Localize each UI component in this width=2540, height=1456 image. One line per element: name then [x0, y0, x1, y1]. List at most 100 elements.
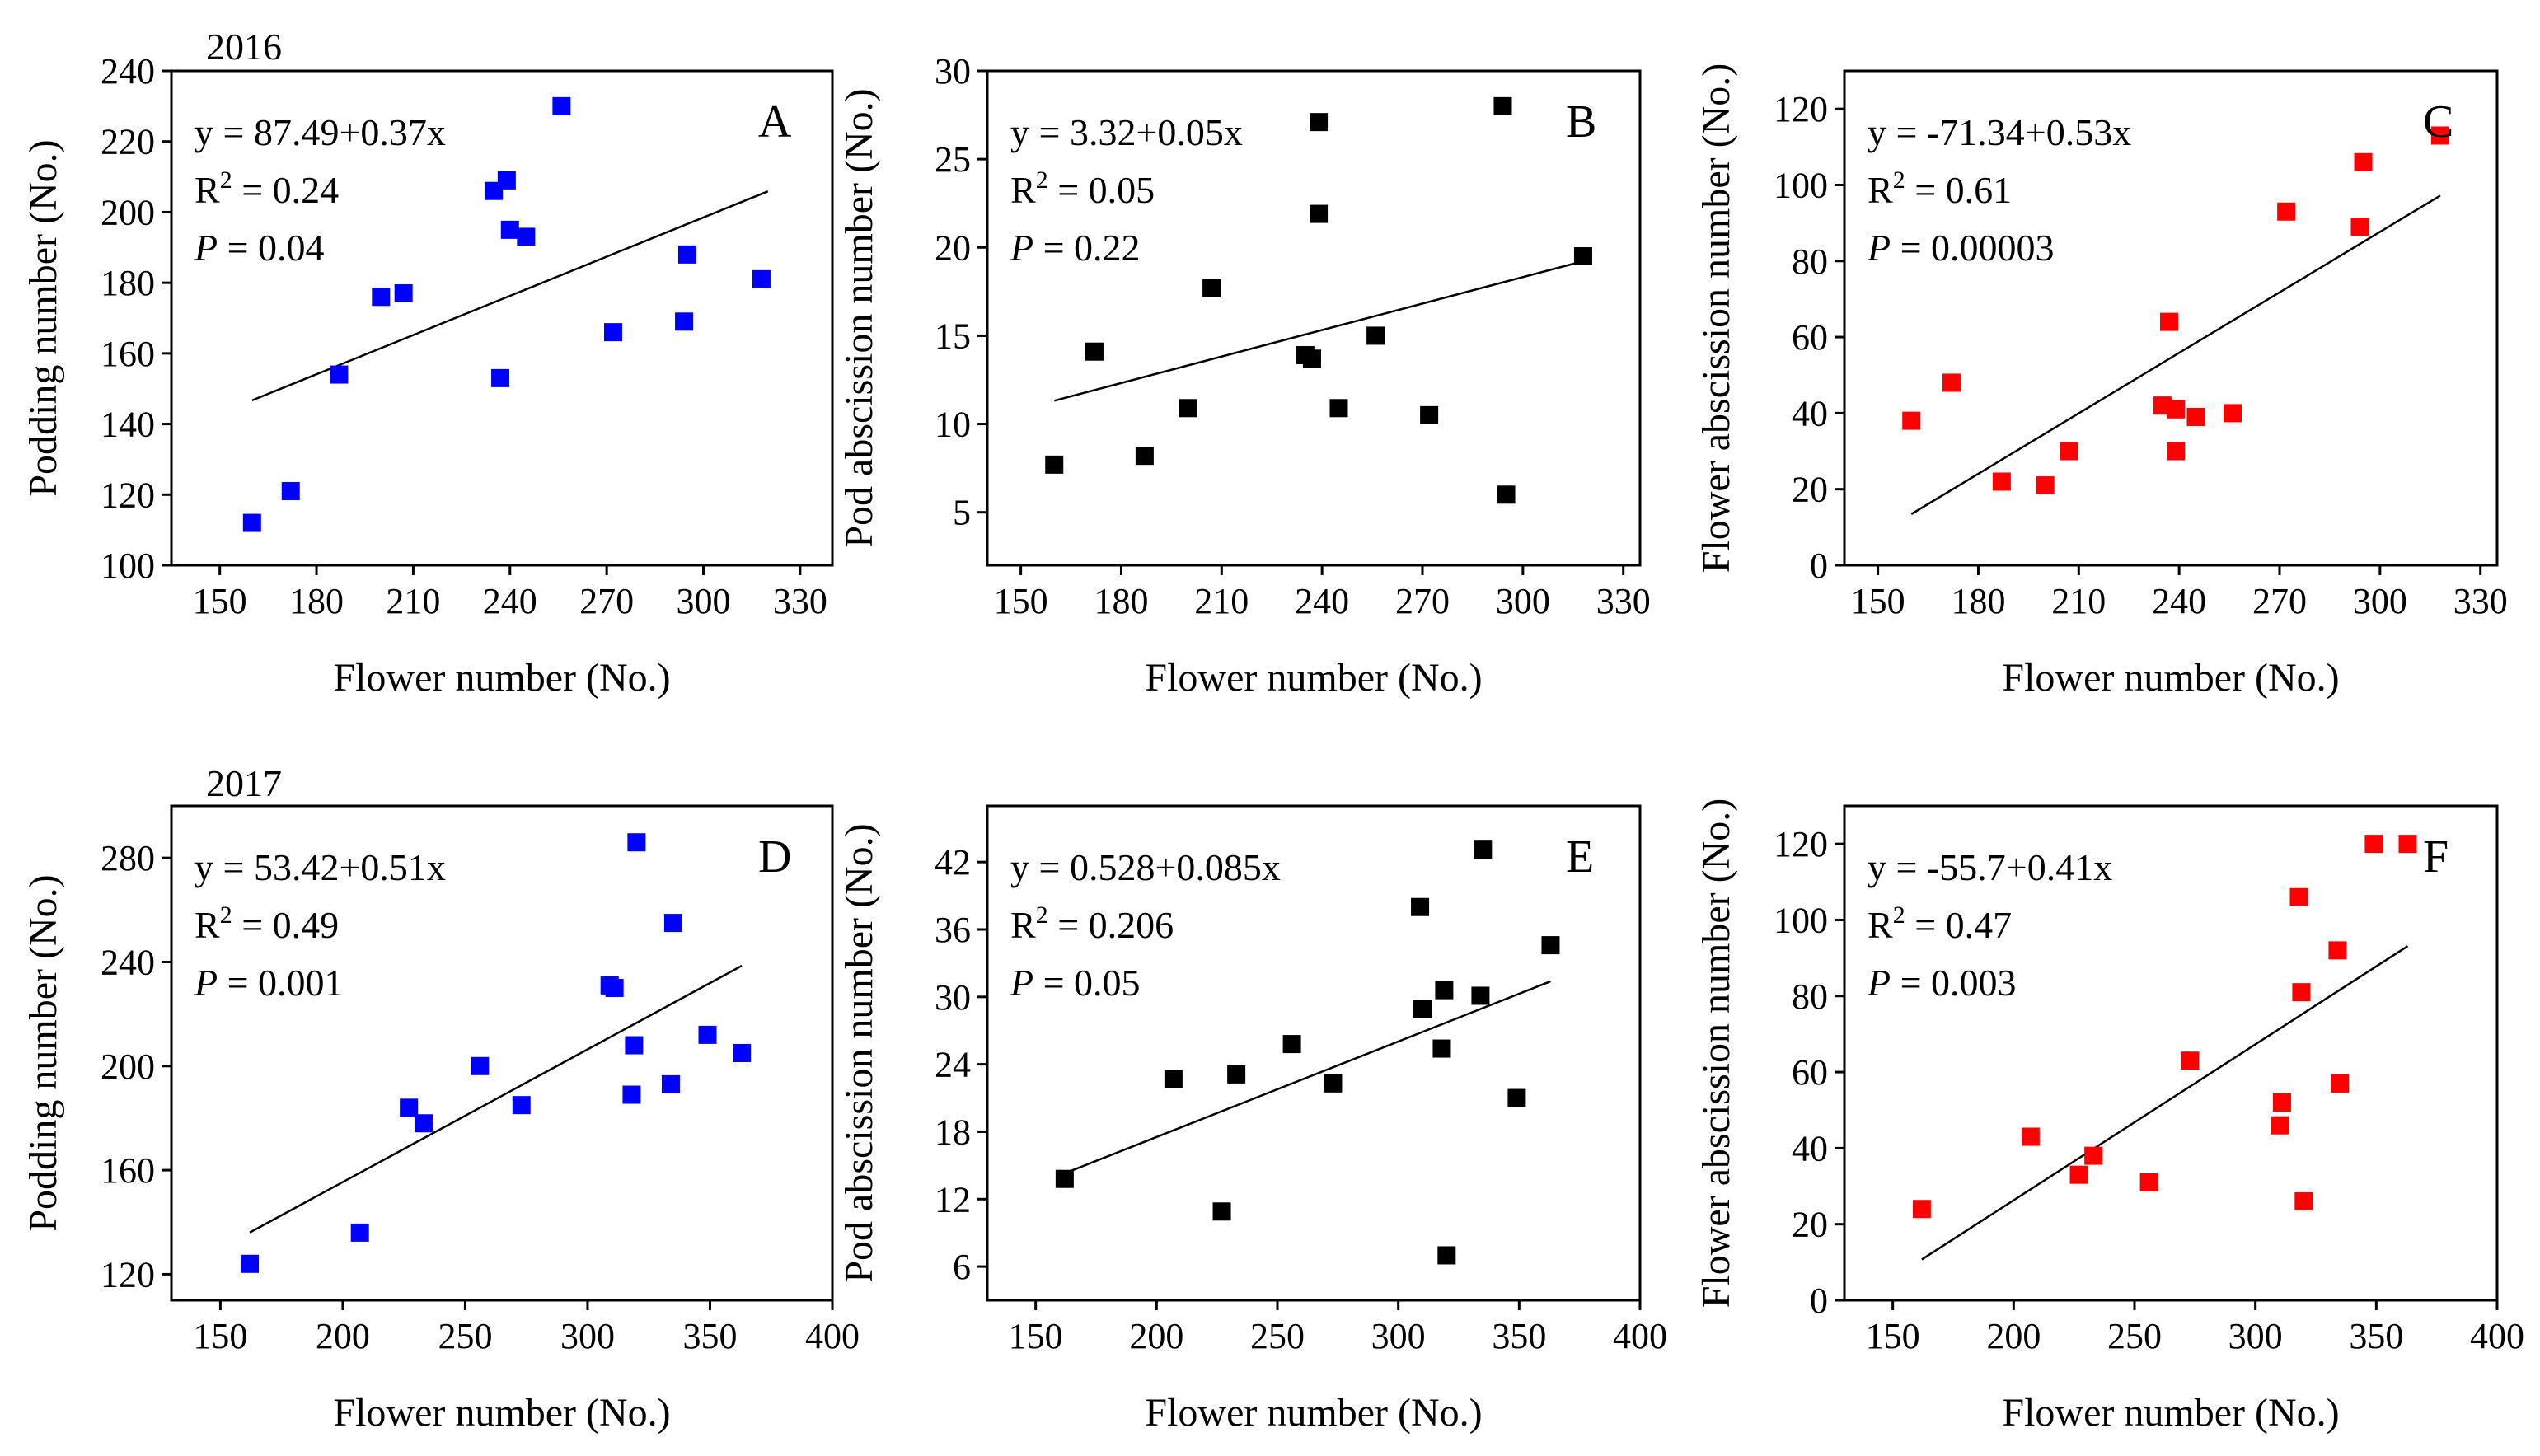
data-point [2294, 1192, 2313, 1210]
y-tick-label: 180 [101, 263, 155, 303]
r-squared-symbol: R [1010, 169, 1036, 211]
y-tick-label: 100 [1774, 900, 1828, 940]
y-tick-label: 20 [1792, 1205, 1828, 1245]
data-point [2277, 202, 2296, 221]
data-point [1302, 349, 1321, 368]
y-tick-label: 200 [101, 1046, 155, 1087]
panel-letter: F [2423, 831, 2449, 882]
y-tick-label: 120 [101, 475, 155, 515]
data-point [2350, 218, 2369, 236]
regression-equation: y = 0.528+0.085x [1010, 846, 1281, 888]
data-point [1202, 279, 1221, 297]
x-tick-label: 400 [805, 1316, 860, 1356]
r-squared-text: R2 = 0.61 [1868, 166, 2012, 211]
x-tick-label: 150 [193, 1316, 247, 1356]
x-tick-label: 300 [560, 1316, 615, 1356]
data-point [491, 368, 510, 387]
data-point [1227, 1065, 1246, 1084]
y-tick-label: 20 [1792, 470, 1828, 510]
r-squared-text: R2 = 0.05 [1010, 166, 1155, 211]
data-point [2139, 1173, 2158, 1191]
panel-c: 150 180 210 240 270 300 330 0 20 40 60 80 100 120 Flow… [1694, 63, 2508, 700]
y-axis-title: Pod abscission number (No.) [837, 88, 881, 547]
data-point [2159, 312, 2178, 331]
r-squared-value: = 0.206 [1048, 904, 1174, 946]
panel-letter: B [1566, 96, 1596, 147]
data-point [2084, 1146, 2103, 1165]
x-tick-label: 350 [2349, 1316, 2403, 1356]
data-point [1045, 455, 1064, 474]
data-point [2069, 1165, 2088, 1184]
y-tick-label: 100 [1774, 165, 1828, 205]
x-tick-label: 240 [2152, 581, 2206, 621]
data-point [1085, 342, 1104, 361]
data-point [1413, 1000, 1432, 1018]
panel-f: 150 200 250 300 350 400 0 20 40 60 80 100 120 Flower … [1694, 798, 2524, 1435]
x-tick-label: 270 [1395, 581, 1450, 621]
y-axis-title: Flower abscission number (No.) [1694, 798, 1738, 1309]
x-tick-label: 150 [1009, 1316, 1063, 1356]
y-tick-label: 60 [1792, 317, 1828, 358]
data-point [242, 513, 261, 532]
p-symbol: P [194, 227, 218, 269]
data-point [675, 312, 694, 331]
data-point [1329, 399, 1348, 418]
x-tick-label: 270 [2252, 581, 2307, 621]
x-tick-label: 300 [2228, 1316, 2283, 1356]
data-point [661, 1074, 680, 1093]
y-tick-label: 120 [101, 1254, 155, 1294]
data-point [1310, 204, 1329, 223]
regression-equation: y = -55.7+0.41x [1868, 846, 2112, 888]
x-tick-label: 150 [1866, 1316, 1920, 1356]
x-tick-label: 300 [1371, 1316, 1426, 1356]
plot-frame [170, 69, 834, 567]
data-point [1179, 399, 1197, 418]
p-symbol: P [194, 962, 218, 1004]
y-tick-label: 200 [101, 192, 155, 232]
x-tick-label: 300 [2353, 581, 2407, 621]
y-tick-label: 100 [101, 545, 155, 586]
data-point [1493, 96, 1512, 115]
data-point [1282, 1035, 1301, 1054]
data-point [2167, 442, 2186, 461]
y-tick-label: 120 [1774, 89, 1828, 129]
superscript-two: 2 [220, 166, 232, 194]
data-point [512, 1096, 531, 1115]
panel-letter: C [2423, 96, 2453, 147]
data-point [2331, 1074, 2350, 1093]
x-tick-label: 180 [1951, 581, 2005, 621]
y-tick-label: 60 [1792, 1052, 1828, 1093]
y-tick-label: 15 [935, 316, 971, 356]
data-point [1902, 411, 1921, 430]
data-point [350, 1223, 369, 1242]
panel-b: 150 180 210 240 270 300 330 5 10 15 20 25 30 Flower n… [837, 51, 1651, 700]
data-point [1212, 1202, 1231, 1221]
p-value-text: P = 0.04 [194, 227, 325, 269]
data-point [1055, 1169, 1074, 1188]
p-value: = 0.22 [1033, 227, 1140, 269]
regression-equation: y = -71.34+0.53x [1868, 111, 2131, 153]
x-tick-label: 350 [682, 1316, 737, 1356]
y-tick-label: 25 [935, 139, 971, 180]
data-point [663, 914, 682, 933]
x-axis-title: Flower number (No.) [2002, 1391, 2339, 1435]
data-point [1912, 1200, 1931, 1219]
r-squared-value: = 0.24 [232, 169, 339, 211]
y-tick-label: 280 [101, 838, 155, 878]
superscript-two: 2 [1036, 901, 1048, 929]
data-point [627, 833, 646, 852]
data-point [2224, 404, 2242, 423]
regression-equation: y = 53.42+0.51x [194, 846, 446, 888]
data-point [2328, 941, 2347, 960]
data-point [2289, 887, 2308, 906]
x-tick-label: 200 [1986, 1316, 2041, 1356]
data-point [500, 220, 519, 239]
p-symbol: P [1010, 962, 1033, 1004]
regression-line [1921, 945, 2409, 1261]
y-axis-title: Pod abscission number (No.) [837, 823, 881, 1282]
data-point [1310, 113, 1329, 132]
p-value-text: P = 0.22 [1010, 227, 1141, 269]
data-point [517, 227, 536, 246]
panel-letter: A [758, 96, 792, 147]
data-point [2292, 983, 2311, 1002]
